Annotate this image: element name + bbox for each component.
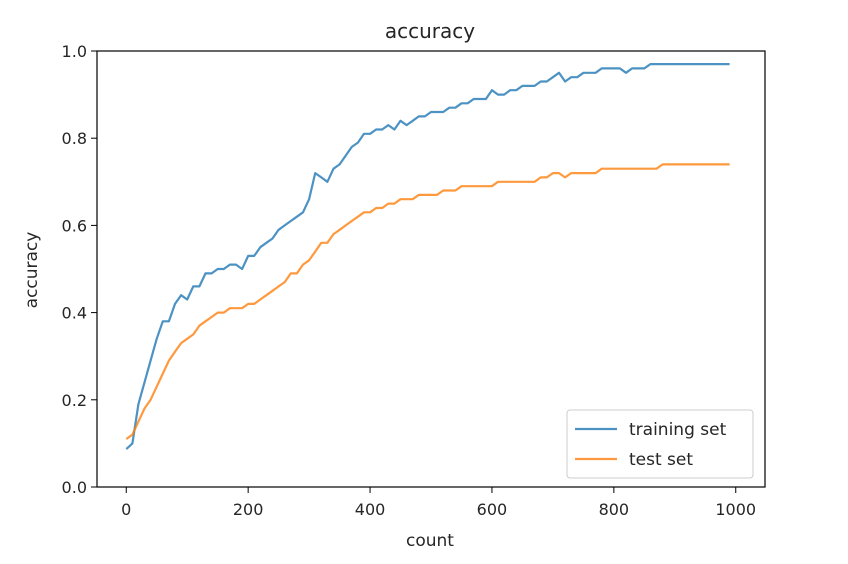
x-tick-label: 600 [477,500,508,519]
y-tick-label: 0.8 [62,129,87,148]
x-tick-label: 0 [121,500,131,519]
y-tick-label: 1.0 [62,42,87,61]
legend: training set test set [566,409,754,479]
y-axis-label: accuracy [22,232,42,309]
y-tick-label: 0.4 [62,304,87,323]
y-tick-label: 0.0 [62,478,87,497]
x-tick-label: 800 [599,500,630,519]
plot-lines [125,62,730,450]
y-tick-label: 0.2 [62,391,87,410]
x-axis-ticks: 0 200 400 600 800 1000 [121,487,756,519]
x-axis-label: count [406,531,454,551]
x-tick-label: 200 [233,500,264,519]
series-line-training [125,62,730,450]
legend-label: test set [629,450,693,470]
x-tick-label: 1000 [715,500,756,519]
axes-frame [96,50,766,488]
y-axis-ticks: 0.0 0.2 0.4 0.6 0.8 1.0 [62,42,97,497]
legend-box [566,409,754,479]
x-tick-label: 400 [355,500,386,519]
legend-label: training set [629,420,727,440]
chart-title: accuracy [385,19,475,43]
series-line-test [125,163,730,440]
y-tick-label: 0.6 [62,216,87,235]
